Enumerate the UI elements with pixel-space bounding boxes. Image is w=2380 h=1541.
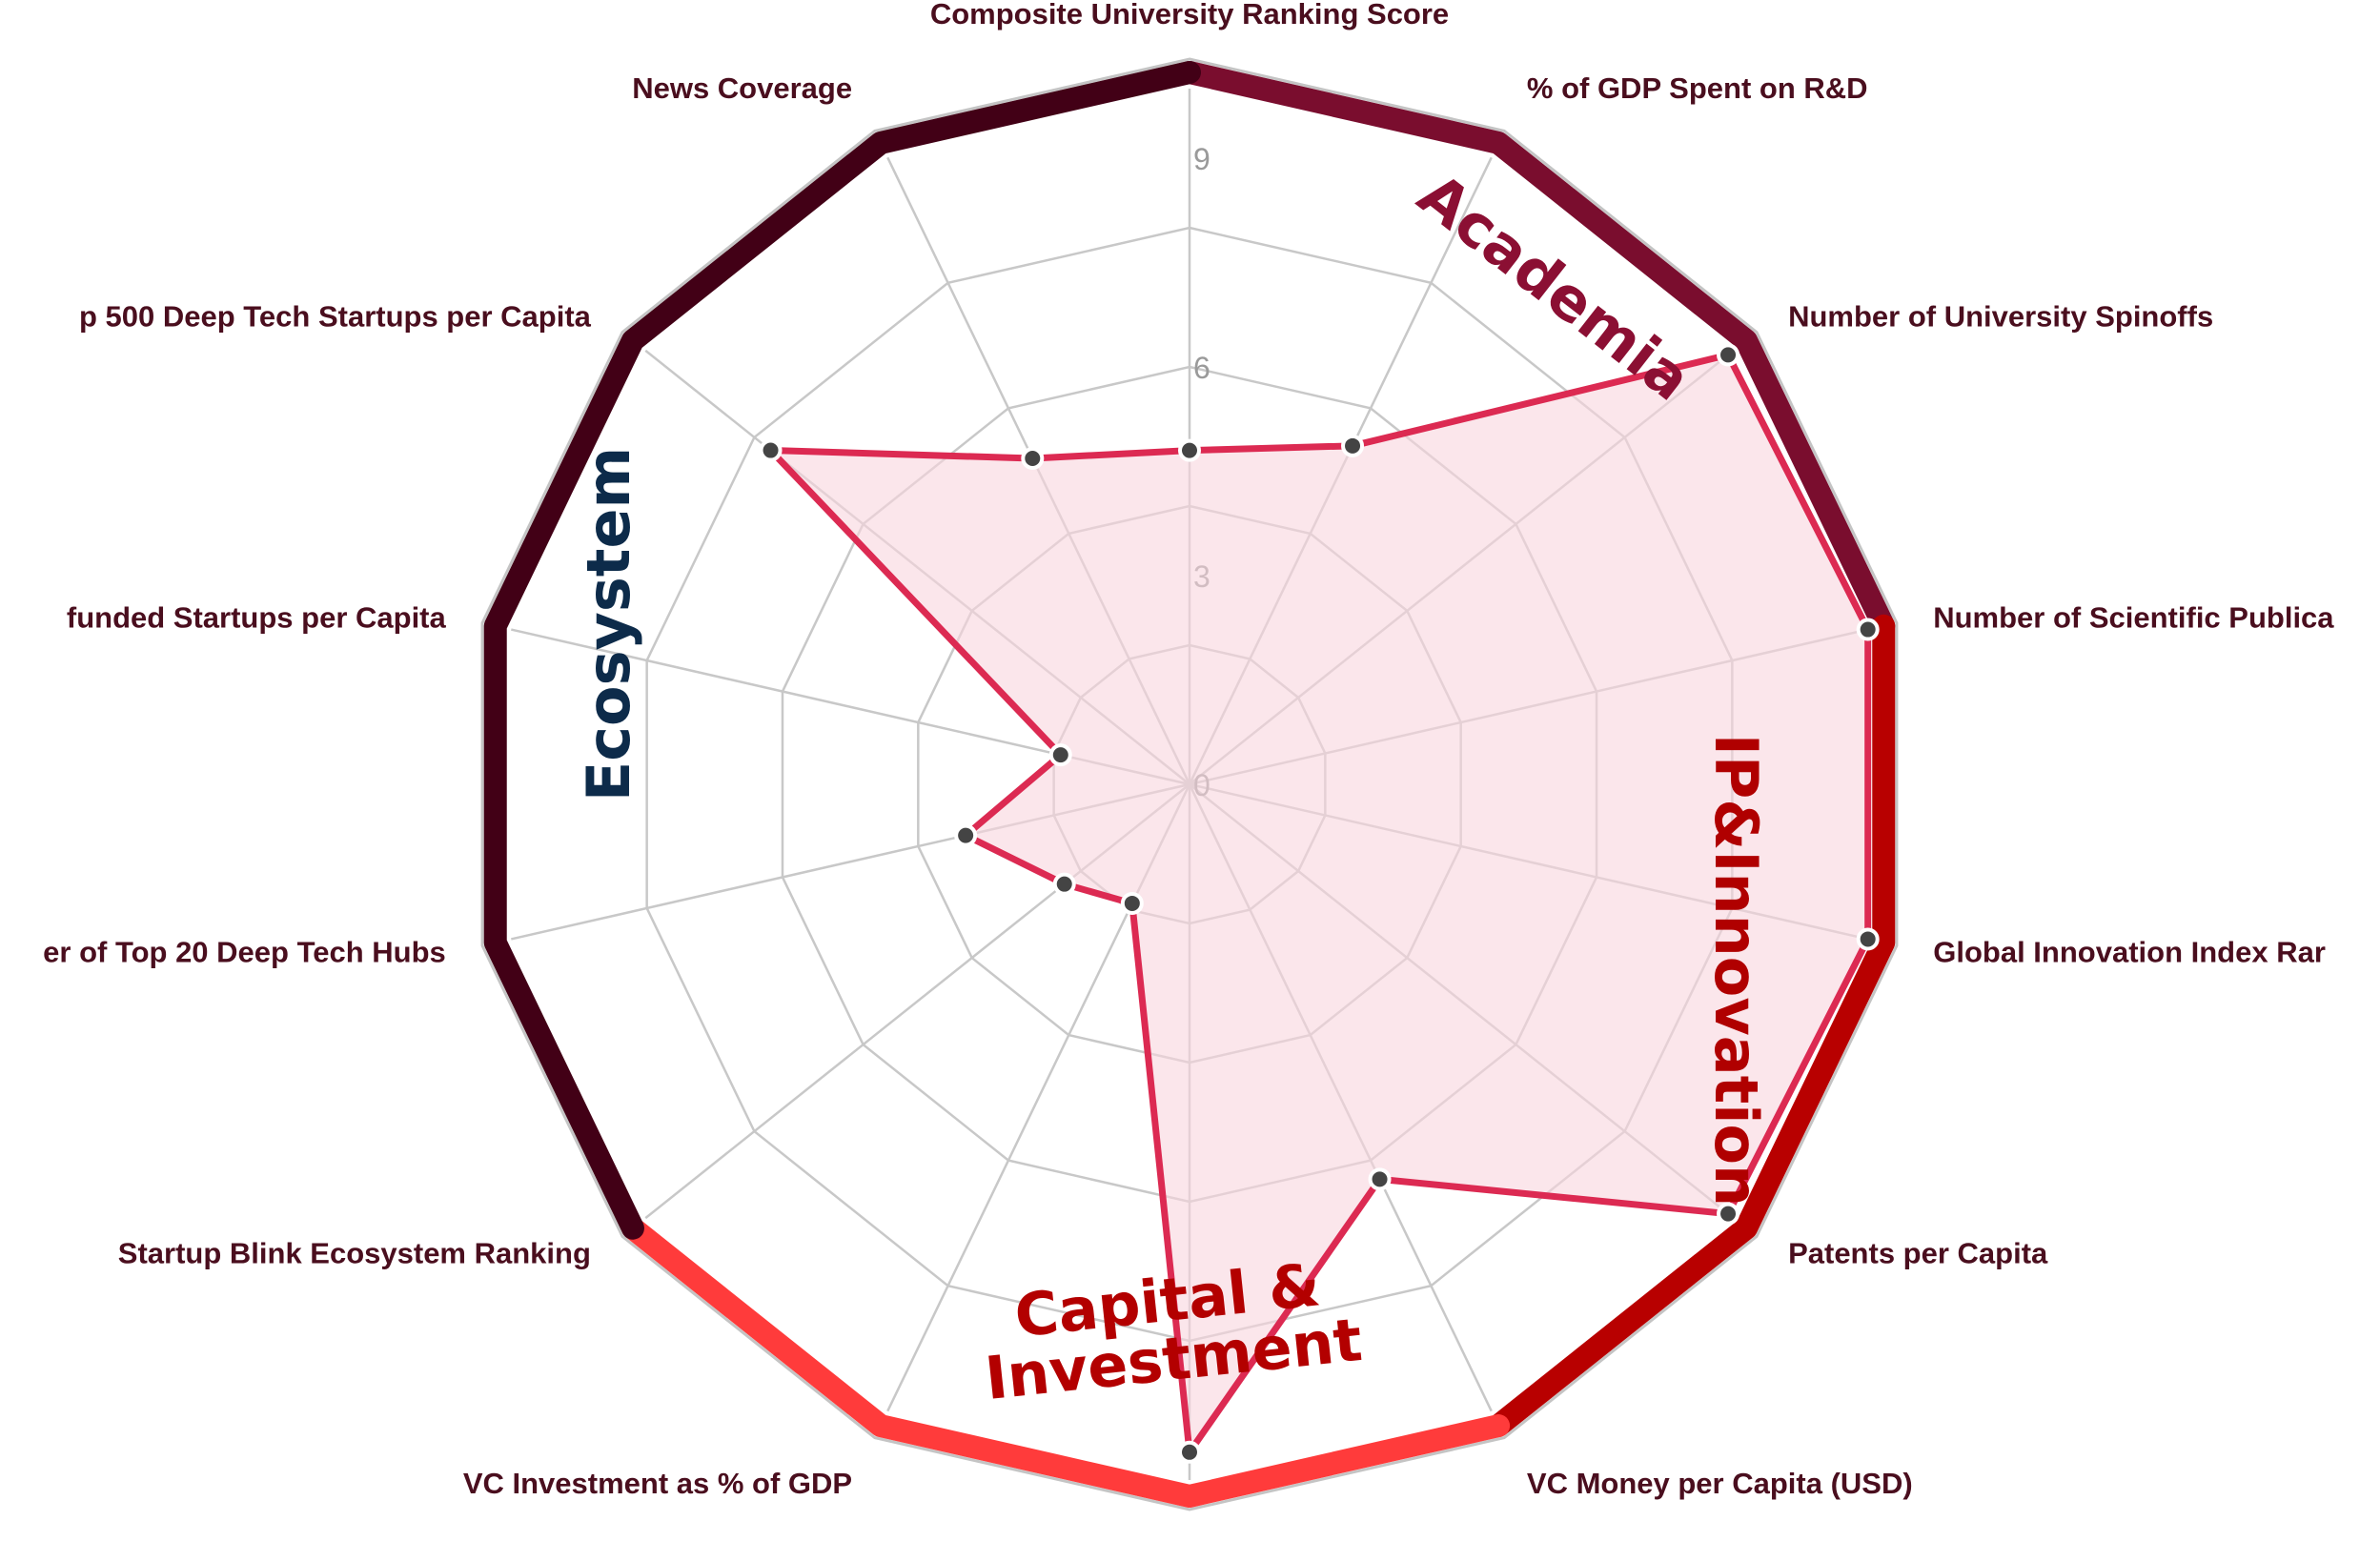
group-label-1: IP&Innovation (1701, 734, 1771, 1206)
data-point-13 (759, 438, 783, 462)
data-point-1 (1178, 438, 1201, 462)
data-point-9 (1120, 891, 1144, 915)
tick-label-6: 6 (1193, 351, 1210, 385)
group-ring-0 (1178, 61, 1896, 638)
axis-label-10: Startup Blink Ecosystem Ranking (118, 1236, 591, 1269)
series-area (759, 343, 1880, 1464)
data-point-4 (1856, 618, 1880, 641)
axis-label-13: p 500 Deep Tech Startups per Capita (79, 300, 592, 334)
data-point-3 (1717, 343, 1740, 367)
axis-label-1: Composite University Ranking Score (930, 0, 1449, 30)
grid-outer-ring (480, 57, 1899, 1511)
data-point-14 (1021, 446, 1045, 470)
axis-label-7: VC Money per Capita (USD) (1527, 1467, 1913, 1500)
axis-label-4: Number of Scientific Publica (1933, 601, 2334, 635)
data-point-10 (1052, 872, 1076, 896)
axis-label-14: News Coverage (632, 71, 852, 105)
axis-label-9: VC Investment as % of GDP (463, 1467, 852, 1500)
group-ring-1 (1487, 614, 1896, 1438)
tick-label-9: 9 (1193, 142, 1210, 176)
axis-label-11: er of Top 20 Deep Tech Hubs (43, 935, 446, 968)
data-point-8 (1178, 1440, 1201, 1464)
data-point-5 (1856, 927, 1880, 951)
data-point-11 (954, 823, 978, 847)
group-label-2: Capital &Investment (976, 1246, 1366, 1413)
axis-labels: Composite University Ranking Score % of G… (43, 0, 2334, 1500)
axis-label-2: % of GDP Spent on R&D (1527, 71, 1868, 105)
data-point-7 (1368, 1167, 1392, 1191)
data-point-2 (1341, 434, 1365, 457)
axis-label-12: funded Startups per Capita (67, 601, 447, 635)
axis-label-6: Patents per Capita (1788, 1236, 2048, 1269)
axis-label-5: Global Innovation Index Rar (1933, 935, 2326, 968)
group-rings (483, 61, 1896, 1508)
group-ring-2 (620, 1216, 1511, 1508)
data-point-6 (1717, 1202, 1740, 1226)
axis-label-3: Number of University Spinoffs (1788, 300, 2213, 334)
group-ring-3 (483, 61, 1201, 1240)
group-label-3: Ecosystem (574, 447, 643, 801)
data-point-12 (1048, 743, 1072, 767)
